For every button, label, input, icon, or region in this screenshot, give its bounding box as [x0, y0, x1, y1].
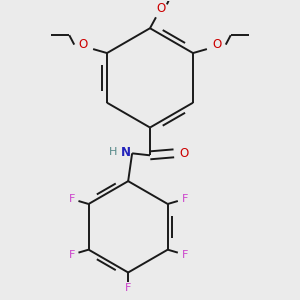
Text: F: F — [125, 284, 131, 293]
Text: F: F — [68, 250, 75, 260]
Text: F: F — [182, 194, 188, 204]
Text: O: O — [179, 147, 188, 160]
Text: O: O — [212, 38, 221, 51]
Text: F: F — [68, 194, 75, 204]
Text: O: O — [79, 38, 88, 51]
Text: H: H — [109, 147, 117, 157]
Text: O: O — [156, 2, 166, 15]
Text: N: N — [121, 146, 131, 159]
Text: F: F — [182, 250, 188, 260]
